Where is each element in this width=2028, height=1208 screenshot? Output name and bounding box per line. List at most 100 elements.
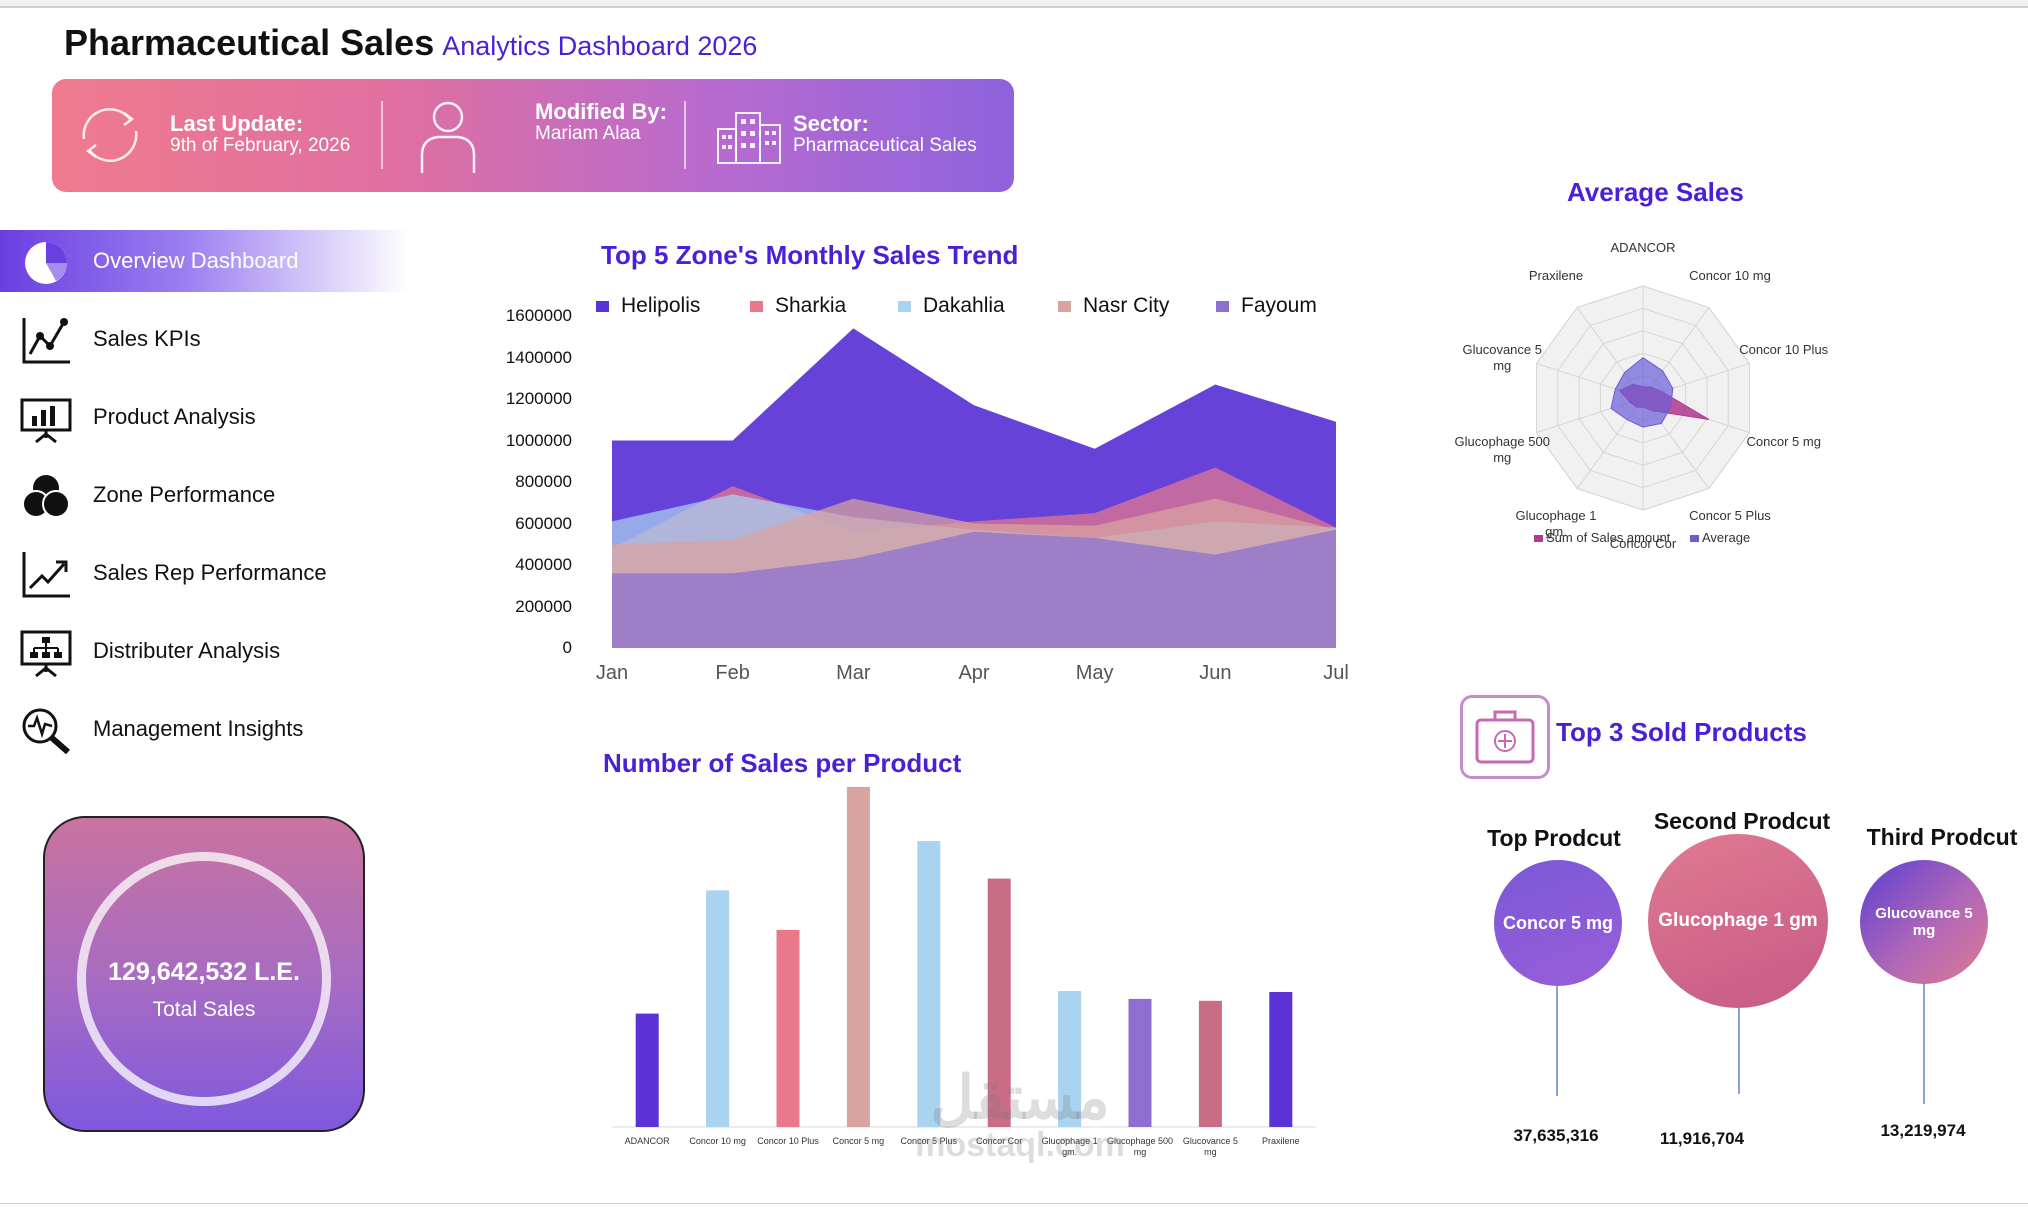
second-product-stem <box>1738 1008 1740 1094</box>
legend-label: Helipolis <box>621 294 701 317</box>
total-sales-ring <box>77 852 331 1106</box>
last-update-label: Last Update: <box>170 111 304 136</box>
sidebar-item-label: Distributer Analysis <box>93 638 281 663</box>
line-chart-icon <box>22 318 70 364</box>
bar <box>917 841 941 1127</box>
bar-category-label: Concor 5 mg <box>832 1136 885 1146</box>
y-tick-label: 1200000 <box>505 389 572 408</box>
banner-divider <box>684 101 686 169</box>
bar <box>776 929 800 1127</box>
bar-category-label: Glucophage 500 mg <box>1106 1136 1174 1157</box>
second-product-name: Glucophage 1 gm <box>1658 910 1818 931</box>
bar-category-label: Concor Cor <box>976 1136 1023 1146</box>
bar <box>1128 998 1152 1127</box>
legend-swatch <box>596 300 609 312</box>
total-sales-value: 129,642,532 L.E. <box>108 958 300 986</box>
mostaql-watermark: مستقل mostaql.com <box>880 1064 1160 1165</box>
x-tick-label: Mar <box>836 662 871 684</box>
window-top-border <box>0 0 2028 8</box>
legend-label: Sum of Sales amount <box>1546 530 1671 545</box>
third-product-stem <box>1923 984 1925 1104</box>
bar-category-label: ADANCOR <box>624 1136 670 1146</box>
modified-by-value: Mariam Alaa <box>535 123 641 144</box>
third-product-value: 13,219,974 <box>1880 1121 1966 1140</box>
watermark-arabic: مستقل <box>930 1064 1110 1131</box>
legend-label: Average <box>1702 530 1751 545</box>
sidebar-item-overview-dashboard[interactable]: Overview Dashboard <box>0 230 410 292</box>
radar-axis-label: Glucophage 500 mg <box>1454 433 1550 465</box>
watermark-latin: mostaql.com <box>915 1126 1125 1164</box>
top-product-name: Concor 5 mg <box>1502 912 1613 933</box>
refresh-icon <box>82 108 138 162</box>
top3-title: Top 3 Sold Products <box>1556 717 1807 747</box>
presentation-chart-icon <box>20 398 72 444</box>
sidebar-item-sales-kpis[interactable]: Sales KPIs <box>0 308 410 370</box>
bar-category-label: Glucophage 1 gm. <box>1041 1136 1098 1157</box>
total-sales-label: Total Sales <box>152 998 256 1021</box>
x-tick-label: May <box>1075 662 1114 684</box>
x-tick-label: Feb <box>715 662 750 684</box>
bar-category-label: Concor 10 mg <box>689 1136 746 1146</box>
user-icon <box>420 101 476 173</box>
radar-legend-item: Sum of Sales amount <box>1534 530 1670 545</box>
bar-category-label: Concor 5 Plus <box>900 1136 958 1146</box>
area-series-fayoum <box>612 529 1336 648</box>
legend-swatch <box>750 300 763 312</box>
sidebar-item-distributer-analysis[interactable]: Distributer Analysis <box>0 620 410 682</box>
sidebar-item-management-insights[interactable]: Management Insights <box>0 698 410 760</box>
window-bottom-border <box>0 1203 2028 1204</box>
buildings-icon <box>717 112 781 164</box>
info-banner: Last Update: 9th of February, 2026 Modif… <box>52 79 1014 192</box>
sidebar-item-zone-performance[interactable]: Zone Performance <box>0 464 410 526</box>
legend-item: Sharkia <box>750 294 846 318</box>
x-tick-label: Apr <box>958 662 990 684</box>
top-product-bubble: Concor 5 mg <box>1494 860 1622 986</box>
third-product-bubble: Glucovance 5 mg <box>1860 860 1988 984</box>
legend-item: Nasr City <box>1058 294 1169 318</box>
y-tick-label: 1600000 <box>505 306 572 325</box>
legend-label: Dakahlia <box>923 294 1005 317</box>
third-product-rank-label: Third Prodcut <box>1866 824 2018 850</box>
sidebar-item-product-analysis[interactable]: Product Analysis <box>0 386 410 448</box>
radar-axis-label: Glucovance 5 mg <box>1462 342 1542 374</box>
sidebar-item-label: Sales KPIs <box>93 326 201 351</box>
sidebar-item-label: Overview Dashboard <box>93 248 299 273</box>
legend-item: Helipolis <box>596 294 700 318</box>
y-tick-label: 800000 <box>515 472 572 491</box>
legend-swatch <box>1690 535 1699 543</box>
last-update-value: 9th of February, 2026 <box>170 135 351 156</box>
bar <box>1198 1000 1222 1127</box>
radar-axis-label: Glucophage 1 gm. <box>1515 507 1597 539</box>
sidebar-item-label: Management Insights <box>93 716 304 741</box>
radar-axis-label: Praxilene <box>1528 268 1584 284</box>
y-tick-label: 1000000 <box>505 430 572 450</box>
trend-arrow-icon <box>22 552 70 598</box>
bar-category-label: Glucovance 5 mg <box>1182 1136 1238 1157</box>
y-tick-label: 1400000 <box>505 347 572 367</box>
sidebar-item-label: Zone Performance <box>93 482 276 507</box>
page-subtitle: Analytics Dashboard 2026 <box>442 31 758 61</box>
legend-label: Sharkia <box>775 294 847 317</box>
total-sales-card: 129,642,532 L.E. Total Sales <box>43 816 365 1132</box>
bar <box>1058 991 1082 1127</box>
legend-swatch <box>898 300 911 312</box>
radar-axis-label: Concor 5 Plus <box>1689 507 1771 523</box>
legend-swatch <box>1216 300 1229 312</box>
radar-legend-item: Average <box>1690 530 1750 545</box>
bar <box>706 890 730 1127</box>
second-product-bubble: Glucophage 1 gm <box>1648 834 1828 1008</box>
modified-by-label: Modified By: <box>535 99 667 124</box>
top-product-stem <box>1556 986 1558 1096</box>
venn-circles-icon <box>22 475 70 518</box>
sidebar-item-sales-rep-performance[interactable]: Sales Rep Performance <box>0 542 410 604</box>
bar <box>635 1013 659 1127</box>
legend-swatch <box>1058 300 1071 312</box>
bar <box>846 786 870 1127</box>
bar <box>987 878 1011 1127</box>
magnifier-pulse-icon <box>22 708 70 755</box>
y-tick-label: 200000 <box>515 596 572 616</box>
radar-axis-label: ADANCOR <box>1610 240 1676 255</box>
bar <box>1269 992 1293 1127</box>
legend-item: Fayoum <box>1216 294 1317 318</box>
